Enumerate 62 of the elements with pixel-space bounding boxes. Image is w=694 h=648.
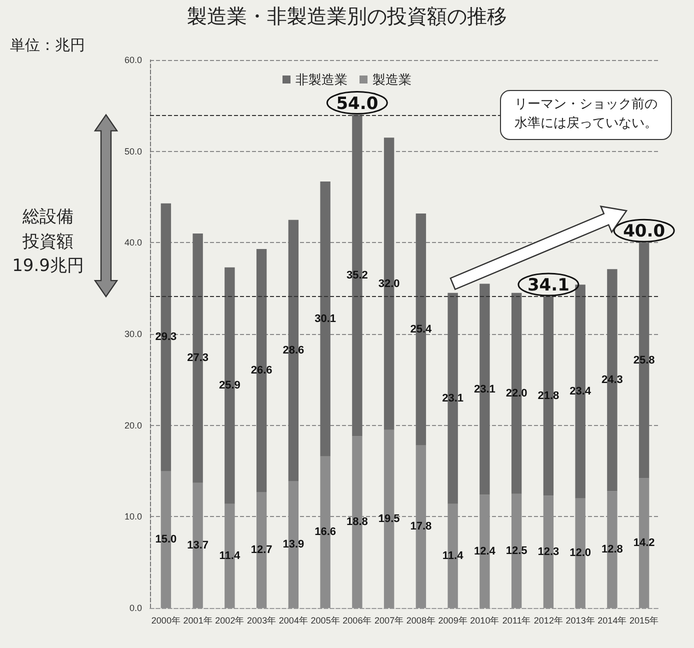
x-tick-label: 2006年 [342, 616, 372, 626]
total-label: 54.0 [336, 94, 378, 114]
legend-label: 非製造業 [296, 72, 348, 87]
data-label: 22.0 [506, 387, 528, 400]
x-tick-label: 2010年 [470, 616, 500, 626]
data-label: 21.8 [538, 390, 560, 402]
data-label: 23.4 [570, 386, 592, 398]
x-tick-label: 2005年 [310, 616, 340, 626]
data-label: 12.3 [538, 546, 560, 558]
annotation: リーマン・ショック前の水準には戻っていない。 [500, 90, 672, 140]
data-label: 28.6 [282, 344, 304, 356]
data-label: 12.8 [601, 544, 623, 556]
y-tick-label: 30.0 [124, 329, 142, 339]
x-tick-label: 2014年 [598, 616, 627, 626]
x-tick-label: 2002年 [215, 616, 244, 626]
data-label: 32.0 [378, 278, 400, 290]
x-tick-label: 2007年 [374, 616, 404, 626]
chart-title: 製造業・非製造業別の投資額の推移 [187, 6, 507, 28]
x-tick-label: 2009年 [438, 616, 468, 626]
x-tick-label: 2003年 [247, 616, 276, 626]
x-tick-label: 2008年 [406, 616, 436, 626]
data-label: 25.9 [218, 380, 240, 392]
y-tick-label: 60.0 [124, 55, 142, 65]
x-tick-label: 2001年 [183, 616, 212, 626]
x-tick-label: 2004年 [278, 616, 308, 626]
data-label: 13.9 [282, 538, 304, 551]
total-label: 40.0 [623, 222, 666, 242]
data-label: 12.4 [474, 545, 496, 558]
data-label: 18.8 [346, 516, 368, 528]
y-tick-label: 20.0 [124, 420, 142, 430]
data-label: 11.4 [219, 550, 241, 562]
data-label: 26.6 [250, 364, 272, 377]
text: 単位：兆円 [10, 36, 85, 55]
data-label: 23.1 [474, 383, 496, 396]
data-label: 14.2 [633, 537, 655, 550]
data-label: 23.1 [442, 392, 464, 404]
data-label: 25.4 [410, 323, 433, 336]
data-label: 12.7 [250, 544, 272, 556]
data-label: 24.3 [601, 374, 623, 386]
data-label: 27.3 [187, 352, 209, 364]
x-tick-label: 2011年 [502, 616, 531, 626]
data-label: 11.4 [442, 550, 464, 562]
x-tick-label: 2012年 [534, 616, 563, 626]
data-label: 12.5 [506, 544, 528, 557]
data-label: 25.8 [633, 354, 655, 366]
legend-label: 製造業 [372, 72, 412, 87]
x-tick-label: 2013年 [566, 616, 595, 626]
y-tick-label: 50.0 [124, 146, 142, 156]
data-label: 13.7 [187, 539, 209, 552]
data-label: 30.1 [314, 312, 336, 325]
y-tick-label: 40.0 [124, 238, 142, 248]
data-label: 15.0 [155, 534, 177, 546]
x-tick-label: 2015年 [630, 616, 659, 626]
y-tick-label: 10.0 [124, 512, 142, 522]
x-tick-label: 2000年 [151, 616, 180, 626]
data-label: 16.6 [314, 526, 336, 538]
text: 総設備投資額19.9兆円 [11, 206, 85, 278]
data-label: 12.0 [570, 547, 592, 560]
data-label: 17.8 [410, 520, 432, 533]
data-label: 35.2 [346, 270, 368, 282]
total-label: 34.1 [527, 276, 570, 296]
y-tick-label: 0.0 [129, 603, 142, 613]
